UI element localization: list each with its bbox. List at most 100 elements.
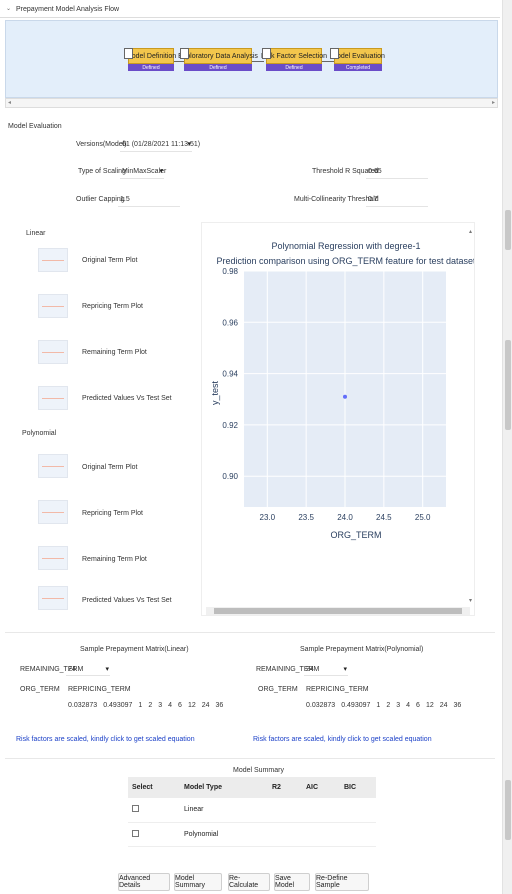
matrix-linear-values: 0.032873 0.493097 1 2 3 4 6 12 24 36 xyxy=(68,702,223,709)
matrix-value-cell: 6 xyxy=(178,702,182,709)
save-model-button[interactable]: Save Model xyxy=(274,873,310,891)
flow-node-risk-factor-selection[interactable]: Risk Factor Selection Defined xyxy=(261,48,327,72)
matrix-value-cell: 36 xyxy=(215,702,224,709)
scroll-left-icon[interactable]: ◂ xyxy=(8,100,12,106)
flow-diagram: Model Definition Defined Exploratory Dat… xyxy=(5,20,498,98)
y-tick-label: 0.90 xyxy=(222,472,238,481)
chart-horizontal-scrollbar[interactable] xyxy=(206,607,470,615)
plot-link-repricing-term[interactable]: Repricing Term Plot xyxy=(82,510,143,517)
flow-node-label: Model Evaluation xyxy=(331,48,385,64)
advanced-details-button[interactable]: Advanced Details xyxy=(118,873,170,891)
x-tick-label: 25.0 xyxy=(415,513,431,522)
flow-header: ⌄ Prepayment Model Analysis Flow xyxy=(0,0,500,18)
outlier-input[interactable]: 1.5 xyxy=(118,192,180,207)
chevron-down-icon: ▾ xyxy=(105,666,109,673)
collinearity-input[interactable]: 0.7 xyxy=(366,192,428,207)
remaining-term-label: REMAINING_TERM xyxy=(20,666,84,673)
collinearity-input-value: 0.7 xyxy=(368,196,378,203)
matrix-value-cell: 0.493097 xyxy=(341,702,371,709)
matrix-value-cell: 12 xyxy=(425,702,434,709)
column-header-select: Select xyxy=(128,777,180,798)
scrollbar-thumb[interactable] xyxy=(505,210,511,250)
plot-link-remaining-term[interactable]: Remaining Term Plot xyxy=(82,349,147,356)
bic-cell xyxy=(340,798,376,823)
row-checkbox[interactable] xyxy=(132,805,139,813)
flow-node-status: Completed xyxy=(334,64,382,71)
plot-link-original-term[interactable]: Original Term Plot xyxy=(82,257,138,264)
row-checkbox[interactable] xyxy=(132,829,139,837)
plot-link-remaining-term[interactable]: Remaining Term Plot xyxy=(82,556,147,563)
threshold-label: Threshold R Squared xyxy=(312,168,379,175)
scroll-up-icon[interactable]: ▴ xyxy=(468,229,472,235)
scrollbar-thumb-lower[interactable] xyxy=(505,780,511,840)
aic-cell xyxy=(302,822,340,847)
page-title: Prepayment Model Analysis Flow xyxy=(16,6,120,13)
linear-heading: Linear xyxy=(26,230,46,237)
matrix-value-cell: 1 xyxy=(138,702,143,709)
versions-select[interactable]: 61 (01/28/2021 11:13:51) ▾ xyxy=(120,137,200,152)
plot-thumbnail[interactable] xyxy=(38,500,68,524)
flow-node-model-evaluation[interactable]: Model Evaluation Completed xyxy=(330,48,385,72)
scaled-equation-link-poly[interactable]: Risk factors are scaled, kindly click to… xyxy=(253,736,432,743)
flow-connector xyxy=(174,61,186,62)
matrix-value-cell: 3 xyxy=(158,702,163,709)
repricing-term-label: REPRICING_TERM xyxy=(68,686,131,693)
plot-thumbnail[interactable] xyxy=(38,586,68,610)
x-tick-label: 23.5 xyxy=(298,513,314,522)
org-term-label: ORG_TERM xyxy=(258,686,298,693)
scaled-equation-link-linear[interactable]: Risk factors are scaled, kindly click to… xyxy=(16,736,195,743)
plot-thumbnail[interactable] xyxy=(38,386,68,410)
plot-thumbnail[interactable] xyxy=(38,294,68,318)
plot-thumbnail[interactable] xyxy=(38,454,68,478)
model-type-cell: Linear xyxy=(180,798,268,823)
flow-node-label: Model Definition xyxy=(126,48,176,64)
remaining-term-select[interactable]: 24 ▾ xyxy=(304,662,348,676)
scaling-select[interactable]: MinMaxScaler ▾ xyxy=(120,164,166,179)
chart-panel: Polynomial Regression with degree-1 Pred… xyxy=(201,222,475,616)
select-cell xyxy=(128,798,180,823)
flow-node-model-definition[interactable]: Model Definition Defined xyxy=(124,48,176,72)
plot-thumbnail[interactable] xyxy=(38,340,68,364)
plot-thumbnail[interactable] xyxy=(38,248,68,272)
scroll-right-icon[interactable]: ▸ xyxy=(491,100,495,106)
r2-cell xyxy=(268,822,302,847)
y-tick-label: 0.92 xyxy=(222,421,238,430)
redefine-sample-button[interactable]: Re-Define Sample xyxy=(315,873,369,891)
model-summary-button[interactable]: Model Summary xyxy=(174,873,222,891)
scaling-label: Type of Scaling xyxy=(78,168,126,175)
flow-node-exploratory-data-analysis[interactable]: Exploratory Data Analysis Defined xyxy=(178,48,258,72)
recalculate-button[interactable]: Re-Calculate xyxy=(228,873,270,891)
chart-title: Polynomial Regression with degree-1 xyxy=(271,241,420,251)
divider xyxy=(5,632,495,633)
matrix-value-cell: 3 xyxy=(396,702,401,709)
collapse-chevron-icon[interactable]: ⌄ xyxy=(6,6,12,12)
scroll-down-icon[interactable]: ▾ xyxy=(468,598,472,604)
aic-cell xyxy=(302,798,340,823)
plot-link-original-term[interactable]: Original Term Plot xyxy=(82,464,138,471)
x-tick-label: 24.5 xyxy=(376,513,392,522)
divider xyxy=(5,758,495,759)
threshold-input[interactable]: 0.65 xyxy=(366,164,428,179)
plot-link-predicted-vs-test[interactable]: Predicted Values Vs Test Set xyxy=(82,597,172,604)
flow-horizontal-scrollbar[interactable]: ◂ ▸ xyxy=(5,98,498,108)
matrix-value-cell: 36 xyxy=(453,702,462,709)
table-row: Polynomial xyxy=(128,822,376,847)
section-title: Model Evaluation xyxy=(8,123,62,130)
model-summary-table: Select Model Type R2 AIC BIC Linear Poly… xyxy=(128,777,376,847)
chart-scroll-thumb[interactable] xyxy=(214,608,462,614)
y-axis-label: y_test xyxy=(210,380,220,405)
plot-link-repricing-term[interactable]: Repricing Term Plot xyxy=(82,303,143,310)
plot-thumbnail[interactable] xyxy=(38,546,68,570)
flow-connector xyxy=(322,61,334,62)
page-scrollbar[interactable] xyxy=(502,0,512,894)
matrix-value-cell: 4 xyxy=(168,702,173,709)
table-header-row: Select Model Type R2 AIC BIC xyxy=(128,777,376,798)
matrix-poly-title: Sample Prepayment Matrix(Polynomial) xyxy=(300,646,424,653)
plot-link-predicted-vs-test[interactable]: Predicted Values Vs Test Set xyxy=(82,395,172,402)
document-icon xyxy=(180,48,189,59)
remaining-term-select[interactable]: 24 ▾ xyxy=(66,662,110,676)
matrix-value-cell: 24 xyxy=(439,702,448,709)
document-icon xyxy=(124,48,133,59)
scrollbar-thumb-secondary[interactable] xyxy=(505,340,511,430)
flow-node-label: Risk Factor Selection xyxy=(261,48,327,64)
